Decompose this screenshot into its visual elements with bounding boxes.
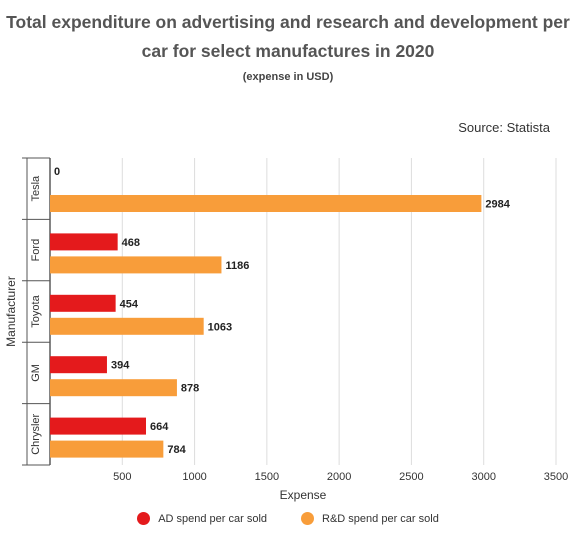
data-label: 878	[181, 383, 199, 395]
data-label: 1063	[208, 321, 232, 333]
legend-item-ad: AD spend per car sold	[137, 512, 267, 525]
x-tick-label: 1000	[182, 471, 206, 483]
data-label: 784	[167, 444, 186, 456]
legend-swatch-rd	[301, 512, 315, 525]
data-label: 394	[111, 360, 130, 372]
rd-bar-tesla	[50, 195, 482, 212]
data-label: 0	[54, 166, 60, 178]
data-label: 2984	[485, 199, 510, 211]
x-tick-label: 2500	[399, 471, 423, 483]
legend-label-rd: R&D spend per car sold	[322, 512, 439, 525]
rd-bar-chrysler	[50, 440, 164, 458]
ad-bar-gm	[50, 356, 107, 374]
chart-title: Total expenditure on advertising and res…	[6, 12, 570, 61]
x-tick-label: 500	[113, 471, 131, 483]
x-tick-label: 2000	[327, 471, 351, 483]
x-tick-label: 1500	[255, 471, 279, 483]
rd-bar-ford	[50, 256, 222, 274]
category-label-tesla: Tesla	[30, 175, 42, 202]
data-label: 468	[122, 237, 140, 249]
legend-swatch-ad	[137, 512, 151, 525]
ad-bar-ford	[50, 233, 118, 251]
legend-item-rd: R&D spend per car sold	[301, 512, 439, 525]
data-label: 1186	[225, 260, 249, 272]
data-label: 664	[150, 421, 169, 433]
x-tick-label: 3500	[544, 471, 568, 483]
rd-bar-gm	[50, 379, 177, 397]
category-label-toyota: Toyota	[30, 294, 42, 327]
source-label: Source: Statista	[458, 120, 550, 135]
category-label-ford: Ford	[30, 239, 42, 262]
data-label: 454	[120, 298, 139, 310]
category-label-chrysler: Chrysler	[30, 413, 42, 454]
x-axis-title: Expense	[280, 488, 327, 502]
x-tick-label: 3000	[471, 471, 495, 483]
ad-bar-toyota	[50, 294, 116, 312]
chart-legend: AD spend per car sold R&D spend per car …	[0, 512, 576, 525]
legend-label-ad: AD spend per car sold	[158, 512, 268, 525]
rd-bar-toyota	[50, 317, 204, 335]
category-label-gm: GM	[30, 364, 42, 382]
ad-bar-chrysler	[50, 417, 146, 435]
y-axis-title: Manufacturer	[4, 276, 18, 347]
chart-subtitle: (expense in USD)	[242, 71, 334, 83]
